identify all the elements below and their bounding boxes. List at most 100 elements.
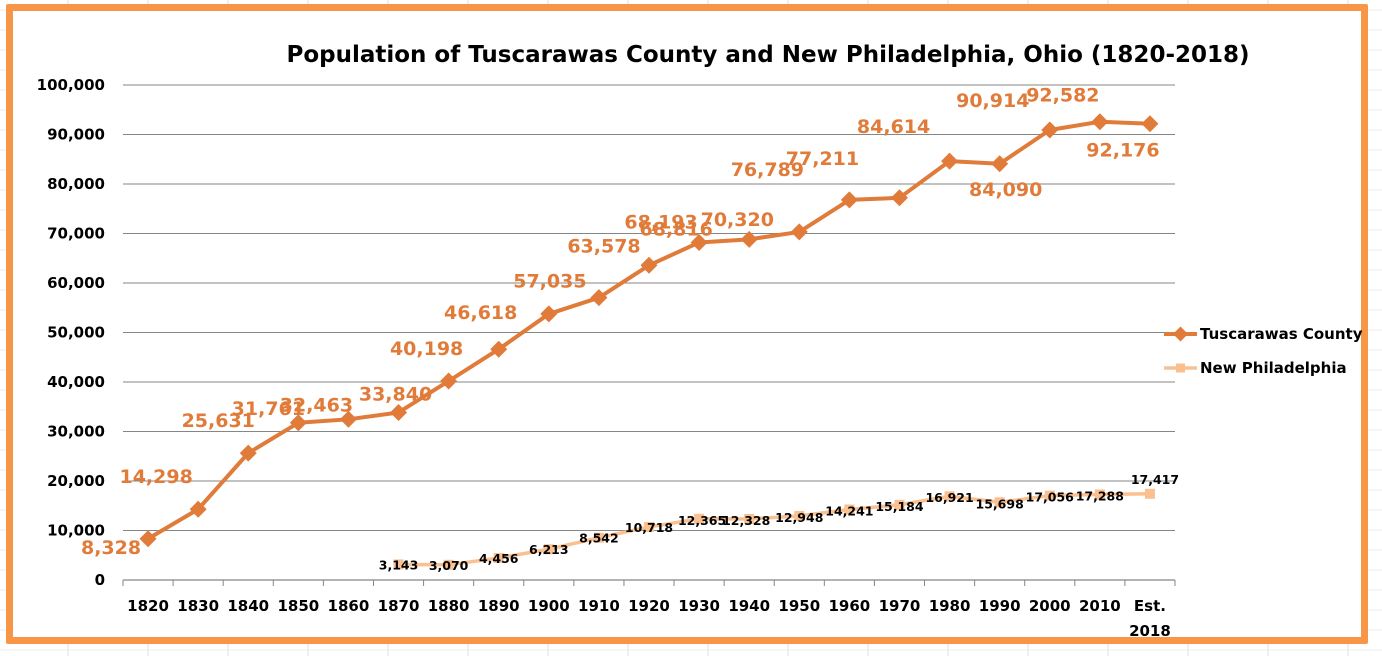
y-tick-label: 70,000 (47, 225, 105, 243)
x-tick-label: 1890 (478, 597, 520, 615)
x-tick-label: 1970 (879, 597, 921, 615)
x-tick-label: 1860 (328, 597, 370, 615)
data-point-new-philadelphia (894, 499, 905, 510)
y-tick-label: 100,000 (37, 76, 105, 94)
data-point-tuscarawas-county (941, 152, 959, 170)
y-tick-label: 20,000 (47, 472, 105, 490)
data-label-new-philadelphia: 15,698 (976, 496, 1024, 511)
data-point-new-philadelphia (443, 559, 454, 570)
data-point-new-philadelphia (744, 513, 755, 524)
x-axis (122, 579, 1176, 586)
data-label-tuscarawas-county: 84,614 (857, 116, 930, 138)
x-tick-label: 1940 (728, 597, 770, 615)
data-label-new-philadelphia: 17,417 (1131, 472, 1179, 487)
y-tick-label: 10,000 (47, 522, 105, 540)
y-axis-ticks: 0 10,000 20,000 30,000 40,000 50,000 60,000 70,… (37, 76, 105, 589)
data-point-tuscarawas-county (1141, 115, 1159, 133)
x-tick-label: 1930 (678, 597, 720, 615)
data-label-tuscarawas-county: 46,618 (444, 302, 517, 324)
x-tick-label-line: 2018 (1129, 622, 1171, 640)
legend-marker (1176, 363, 1185, 373)
data-point-tuscarawas-county (840, 191, 858, 209)
data-label-tuscarawas-county: 63,578 (567, 235, 640, 257)
data-point-tuscarawas-county (189, 500, 207, 518)
series-lines (139, 113, 1159, 570)
data-label-new-philadelphia: 10,718 (625, 520, 673, 535)
data-label-tuscarawas-county: 31,761 (232, 398, 305, 420)
x-tick-label: 1990 (979, 597, 1021, 615)
data-point-tuscarawas-county (390, 403, 408, 421)
x-axis-ticks: 1820 1830 1840 1850 1860 1870 1880 1890 1900 1910… (127, 597, 1171, 640)
data-point-tuscarawas-county (339, 410, 357, 428)
data-point-tuscarawas-county (590, 289, 608, 307)
gridlines (123, 84, 1175, 531)
data-label-new-philadelphia: 12,328 (722, 513, 770, 528)
data-point-new-philadelphia (694, 513, 705, 524)
y-tick-label: 60,000 (47, 274, 105, 292)
y-tick-label: 0 (95, 571, 105, 589)
data-label-tuscarawas-county: 40,198 (390, 338, 463, 360)
data-label-new-philadelphia: 3,070 (429, 558, 469, 573)
data-label-new-philadelphia: 15,184 (875, 499, 924, 514)
data-point-tuscarawas-county (991, 155, 1009, 173)
x-tick-label: 1920 (628, 597, 670, 615)
data-point-new-philadelphia (1094, 489, 1105, 500)
data-label-tuscarawas-county: 68,193 (624, 211, 697, 233)
data-label-tuscarawas-county: 32,463 (280, 394, 353, 416)
data-point-tuscarawas-county (239, 444, 257, 462)
data-point-tuscarawas-county (440, 372, 458, 390)
data-label-new-philadelphia: 3,143 (379, 557, 419, 572)
data-point-tuscarawas-county (740, 230, 758, 248)
data-point-new-philadelphia (493, 552, 504, 563)
data-label-new-philadelphia: 14,241 (825, 504, 873, 519)
data-point-tuscarawas-county (540, 305, 558, 323)
data-label-tuscarawas-county: 25,631 (182, 410, 255, 432)
x-tick-label: 2000 (1029, 597, 1071, 615)
data-point-tuscarawas-county (640, 256, 658, 274)
data-point-tuscarawas-county (289, 414, 307, 432)
data-label-new-philadelphia: 17,288 (1076, 488, 1124, 503)
data-point-new-philadelphia (944, 491, 955, 502)
y-tick-label: 80,000 (47, 175, 105, 193)
data-label-tuscarawas-county: 14,298 (119, 466, 192, 488)
data-point-tuscarawas-county (490, 340, 508, 358)
data-point-tuscarawas-county (1041, 121, 1059, 139)
data-point-new-philadelphia (1044, 490, 1055, 501)
data-label-tuscarawas-county: 33,840 (359, 383, 432, 405)
x-tick-label: 1840 (227, 597, 269, 615)
data-label-tuscarawas-county: 84,090 (969, 179, 1042, 201)
legend-label: Tuscarawas County (1200, 325, 1363, 343)
y-tick-label: 90,000 (47, 126, 105, 144)
legend-entry-new-philadelphia[interactable]: New Philadelphia (1164, 359, 1347, 377)
data-point-new-philadelphia (1144, 488, 1155, 499)
legend-entry-tuscarawas-county[interactable]: Tuscarawas County (1164, 325, 1363, 343)
data-point-tuscarawas-county (139, 530, 157, 548)
data-label-tuscarawas-county: 90,914 (956, 90, 1029, 112)
data-label-tuscarawas-county: 92,176 (1086, 140, 1159, 162)
data-label-tuscarawas-county: 92,582 (1026, 85, 1099, 107)
data-point-new-philadelphia (393, 559, 404, 570)
data-label-new-philadelphia: 4,456 (479, 551, 519, 566)
data-label-tuscarawas-county: 57,035 (513, 271, 586, 293)
data-label-new-philadelphia: 16,921 (925, 490, 973, 505)
x-tick-label: 2010 (1079, 597, 1121, 615)
chart-title: Population of Tuscarawas County and New … (286, 42, 1249, 68)
data-label-new-philadelphia: 8,542 (579, 531, 619, 546)
data-label-new-philadelphia: 6,213 (529, 542, 569, 557)
data-label-new-philadelphia: 12,365 (678, 513, 726, 528)
x-tick-label: 1880 (428, 597, 470, 615)
data-label-new-philadelphia: 12,948 (775, 510, 823, 525)
data-point-new-philadelphia (644, 521, 654, 532)
x-tick-label: 1870 (378, 597, 420, 615)
chart-frame[interactable] (6, 4, 1368, 644)
data-point-tuscarawas-county (790, 223, 808, 241)
data-point-new-philadelphia (593, 532, 604, 543)
x-tick-label-line: Est. (1134, 597, 1166, 615)
y-tick-label: 50,000 (47, 324, 105, 342)
data-point-tuscarawas-county (1091, 113, 1109, 131)
legend[interactable]: Tuscarawas County New Philadelphia (1164, 325, 1363, 377)
data-point-new-philadelphia (844, 504, 855, 515)
legend-marker (1173, 326, 1188, 342)
